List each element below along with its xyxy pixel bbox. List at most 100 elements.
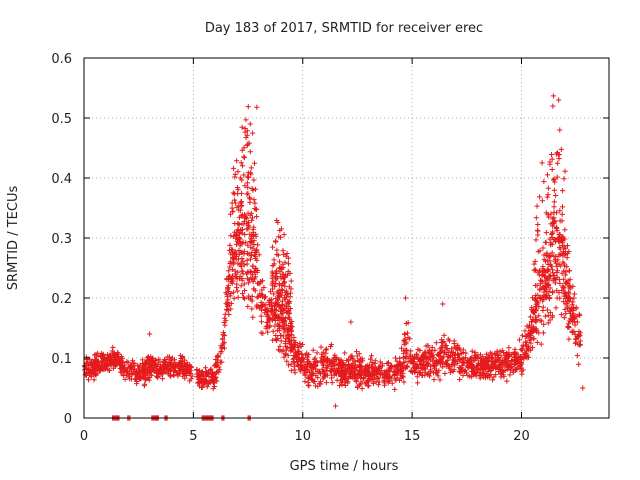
data-point	[556, 252, 562, 258]
data-point	[253, 231, 259, 238]
data-point	[566, 283, 572, 289]
data-point	[176, 365, 182, 371]
data-point	[204, 384, 210, 390]
data-point	[242, 296, 248, 302]
data-point	[231, 191, 238, 197]
x-tick-label: 15	[404, 429, 421, 444]
data-point	[231, 289, 237, 295]
data-point	[565, 321, 572, 327]
data-point	[373, 371, 379, 377]
data-point	[183, 369, 189, 375]
data-point	[497, 357, 503, 364]
data-point	[254, 104, 260, 110]
data-point	[564, 305, 571, 311]
data-point	[248, 244, 254, 250]
data-point	[488, 368, 494, 374]
data-point	[122, 362, 128, 368]
data-point	[355, 357, 361, 364]
data-point	[218, 343, 224, 349]
data-point	[455, 352, 462, 358]
data-point	[535, 232, 541, 238]
data-point	[247, 238, 253, 245]
data-point	[238, 200, 244, 206]
data-point	[267, 289, 274, 295]
data-point	[560, 284, 566, 290]
data-point	[356, 351, 362, 357]
data-point	[350, 357, 356, 363]
data-point	[245, 269, 251, 276]
data-point	[435, 373, 441, 379]
data-point	[442, 345, 448, 351]
data-point	[157, 362, 163, 368]
data-point	[449, 363, 455, 369]
data-point	[228, 246, 235, 252]
data-point	[544, 250, 550, 256]
data-point	[556, 97, 562, 103]
data-point	[524, 323, 530, 329]
data-point	[523, 354, 529, 360]
data-point	[253, 206, 259, 212]
data-point	[549, 313, 556, 319]
data-point	[315, 359, 321, 366]
data-point	[93, 361, 99, 367]
data-point	[291, 360, 297, 366]
data-point	[439, 364, 445, 370]
data-point	[559, 251, 565, 257]
data-point	[572, 322, 578, 328]
data-point	[506, 345, 512, 351]
data-point	[516, 337, 523, 343]
data-point	[418, 357, 425, 363]
data-point	[432, 347, 438, 353]
data-point	[233, 285, 240, 291]
data-point	[426, 348, 433, 354]
data-point	[555, 235, 561, 241]
data-point	[405, 320, 411, 326]
data-point	[273, 308, 279, 314]
data-point	[252, 186, 259, 192]
data-point	[407, 355, 413, 362]
data-point	[562, 251, 568, 258]
data-point	[542, 313, 548, 319]
data-point	[259, 287, 265, 293]
data-point	[247, 121, 253, 127]
data-point	[515, 360, 521, 366]
data-point	[286, 328, 292, 334]
data-point	[104, 358, 110, 364]
data-point	[246, 140, 252, 146]
data-point	[573, 336, 579, 343]
data-point	[563, 311, 569, 317]
data-point	[249, 263, 256, 269]
data-point	[236, 251, 242, 257]
data-point	[562, 227, 568, 233]
data-point	[282, 283, 288, 289]
data-point	[391, 369, 397, 375]
data-point	[285, 261, 292, 267]
data-point	[265, 319, 271, 325]
data-point	[302, 372, 308, 378]
data-point	[252, 254, 258, 260]
data-point	[495, 354, 502, 361]
data-point	[246, 195, 253, 201]
data-point	[275, 321, 281, 327]
data-point	[536, 313, 542, 319]
data-point	[205, 380, 212, 387]
data-point	[229, 205, 235, 211]
data-point	[556, 290, 562, 296]
data-point	[489, 377, 496, 383]
data-point	[284, 358, 290, 364]
data-point	[540, 304, 546, 310]
data-point	[303, 366, 309, 372]
data-point	[452, 351, 459, 357]
data-point	[258, 330, 264, 336]
data-point	[235, 294, 241, 301]
data-point	[443, 363, 449, 369]
data-point	[426, 361, 432, 367]
data-point	[253, 249, 259, 256]
data-point	[251, 286, 257, 292]
data-point	[485, 369, 491, 375]
data-point	[277, 227, 283, 234]
data-point	[561, 276, 567, 282]
data-point	[367, 356, 374, 362]
data-point	[464, 357, 470, 364]
data-point	[96, 362, 103, 368]
